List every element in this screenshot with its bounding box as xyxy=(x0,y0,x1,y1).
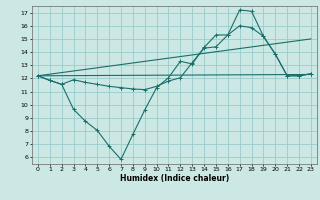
X-axis label: Humidex (Indice chaleur): Humidex (Indice chaleur) xyxy=(120,174,229,183)
